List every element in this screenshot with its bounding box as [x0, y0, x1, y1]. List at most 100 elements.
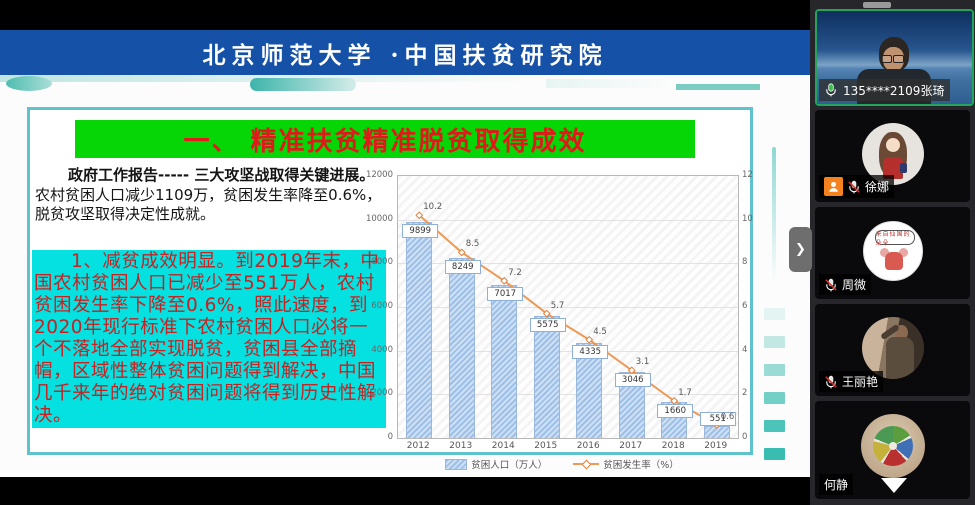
participant-tile[interactable]: 何静	[815, 401, 970, 499]
avatar	[861, 317, 924, 379]
decor-square	[764, 308, 785, 320]
gridline	[398, 394, 738, 396]
legend-item-population: 贫困人口（万人）	[445, 457, 547, 471]
participant-name-chip: 何静	[819, 474, 854, 495]
bar-value-label: 3046	[614, 373, 651, 388]
y-axis-tick: 8000	[371, 257, 393, 268]
y-axis-tick: 6000	[371, 301, 393, 311]
x-axis-tick: 2019	[704, 441, 728, 451]
y-axis-tick: 10000	[365, 213, 393, 224]
rate-value-label: 1.7	[678, 387, 692, 398]
participant-name: 王丽艳	[842, 375, 879, 389]
participant-tile[interactable]: 来自仙国的朵朵 周微	[815, 207, 970, 299]
slide-body: 一、 精准扶贫精准脱贫取得成效 政府工作报告----- 三大攻坚战取得关键进展。…	[0, 75, 810, 477]
slide-title-bar: 一、 精准扶贫精准脱贫取得成效	[75, 120, 695, 158]
participant-name-chip: 徐娜	[819, 175, 895, 198]
participant-name: 徐娜	[865, 180, 890, 194]
decor-dash-light	[546, 79, 676, 88]
mic-on-icon	[826, 83, 836, 97]
legend-label-rate: 贫困发生率（%）	[603, 460, 679, 471]
mic-muted-icon	[825, 278, 837, 291]
poverty-population-bar	[448, 257, 475, 438]
poverty-population-bar	[533, 316, 560, 438]
decor-blob	[6, 76, 52, 91]
mic-muted-icon	[825, 375, 837, 388]
line-swatch-icon	[573, 463, 600, 465]
active-speaker-name: 135****2109张琦	[843, 83, 945, 98]
secondary-y-axis-tick: 0	[742, 432, 748, 442]
paragraph-report-rest: 农村贫困人口减少1109万，贫困发生率降至0.6%，脱贫攻坚取得决定性成就。	[35, 185, 382, 224]
decor-square	[764, 336, 785, 348]
decor-pill	[250, 78, 356, 91]
participant-tile[interactable]: 王丽艳	[815, 304, 970, 396]
x-axis-tick: 2012	[406, 441, 430, 451]
avatar-speech-bubble: 来自仙国的朵朵	[874, 230, 915, 247]
host-badge-icon	[824, 177, 843, 196]
shared-screen: 北京师范大学 ·中国扶贫研究院 一、 精准扶贫精准脱贫取得成效 政府工作报告--…	[0, 0, 810, 505]
mic-muted-icon	[848, 180, 860, 193]
y-axis-tick: 4000	[371, 344, 393, 355]
gridline	[398, 219, 738, 221]
x-axis-tick: 2013	[449, 441, 473, 451]
sidebar-drag-handle[interactable]	[863, 2, 891, 8]
secondary-y-axis-tick: 4	[742, 344, 748, 355]
poverty-rate-line	[415, 211, 721, 429]
decor-vertical-line	[772, 147, 776, 282]
bar-value-label: 551	[699, 411, 736, 426]
active-speaker-name-bar: 135****2109张琦	[819, 79, 950, 101]
x-axis-tick: 2017	[619, 441, 643, 451]
poverty-chart: 9899 8249 7017 5575 4335 3046 1660 551 贫困人口（万人）…	[360, 166, 764, 471]
poverty-population-bar	[491, 284, 518, 438]
poverty-population-bar	[406, 221, 433, 438]
y-axis-tick: 12000	[365, 170, 393, 180]
rate-value-label: 3.1	[635, 357, 650, 368]
participant-tile[interactable]: 徐娜	[815, 110, 970, 202]
chart-legend: 贫困人口（万人） 贫困发生率（%）	[360, 457, 764, 471]
decor-square	[764, 392, 785, 404]
rate-value-label: 8.5	[465, 239, 480, 250]
gridline	[398, 307, 738, 308]
x-axis-tick: 2014	[491, 441, 515, 451]
y-axis-tick: 2000	[371, 388, 393, 399]
secondary-y-axis-tick: 10	[742, 213, 753, 224]
paragraph-achievement: 1、减贫成效明显。到2019年末，中国农村贫困人口已减少至551万人，农村贫困发…	[32, 250, 386, 428]
legend-label-population: 贫困人口（万人）	[471, 460, 548, 471]
x-axis-tick: 2015	[534, 441, 558, 451]
rate-value-label: 5.7	[550, 300, 565, 311]
decor-square	[764, 448, 785, 460]
decor-square	[764, 420, 785, 432]
legend-item-rate: 贫困发生率（%）	[573, 457, 679, 471]
gridline	[398, 263, 738, 265]
rate-value-label: 0.6	[720, 411, 735, 422]
participant-name-chip: 周微	[819, 274, 872, 295]
slide-title: 一、 精准扶贫精准脱贫取得成效	[183, 126, 587, 157]
x-axis-tick: 2016	[576, 441, 600, 451]
sidebar-collapse-button[interactable]: ❯	[789, 227, 812, 272]
bar-swatch-icon	[445, 458, 468, 470]
rate-value-label: 4.5	[593, 326, 607, 337]
banner-title: 北京师范大学 ·中国扶贫研究院	[202, 41, 608, 69]
decor-dash	[676, 84, 760, 90]
participant-tile-active-speaker[interactable]: 135****2109张琦	[815, 9, 974, 106]
rate-value-label: 10.2	[423, 202, 443, 213]
rate-value-label: 7.2	[508, 267, 522, 278]
paragraph-report-bold: 政府工作报告----- 三大攻坚战取得关键进展。	[68, 166, 375, 184]
bar-value-label: 4335	[572, 345, 609, 360]
secondary-y-axis-tick: 6	[742, 301, 748, 311]
chevron-right-icon: ❯	[795, 242, 806, 257]
secondary-y-axis-tick: 8	[742, 257, 748, 268]
paragraph-report: 政府工作报告----- 三大攻坚战取得关键进展。农村贫困人口减少1109万，贫困…	[35, 166, 387, 225]
avatar: 来自仙国的朵朵	[862, 221, 923, 281]
secondary-y-axis-tick: 12	[742, 170, 753, 180]
y-axis-tick: 0	[387, 432, 393, 442]
secondary-y-axis-tick: 2	[742, 388, 748, 399]
participants-sidebar: 135****2109张琦 徐娜	[810, 0, 975, 505]
participant-name-chip: 王丽艳	[819, 371, 884, 392]
avatar	[860, 414, 925, 478]
bar-value-label: 1660	[657, 403, 694, 418]
slide-banner: 北京师范大学 ·中国扶贫研究院	[0, 30, 810, 75]
scroll-down-icon[interactable]	[881, 478, 907, 493]
avatar	[861, 123, 924, 185]
decor-square	[764, 364, 785, 376]
participant-name: 何静	[824, 478, 849, 492]
